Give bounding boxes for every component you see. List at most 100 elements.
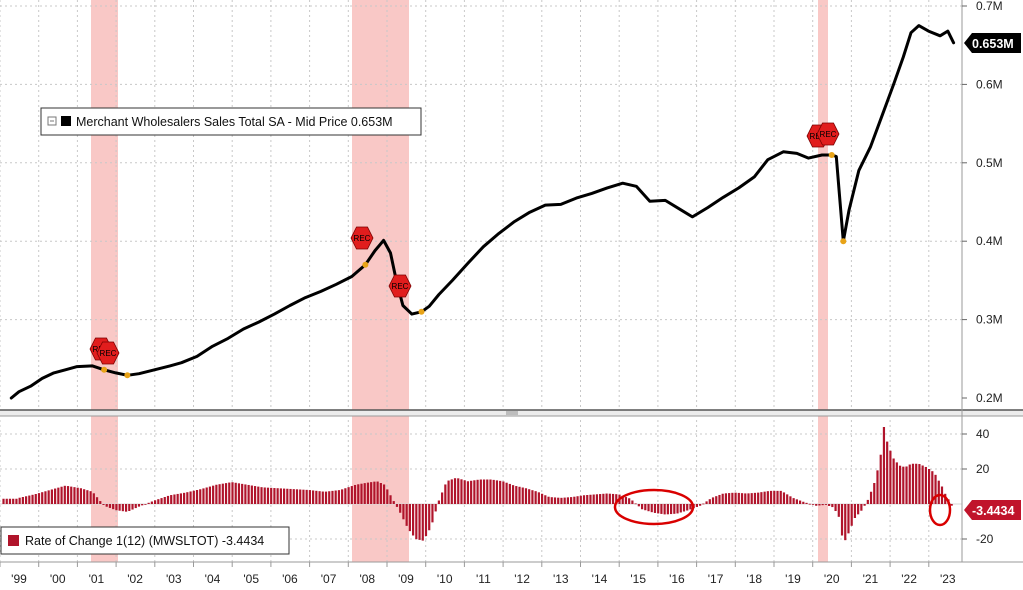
roc-bar (183, 492, 186, 504)
recession-band (818, 0, 828, 562)
roc-bar (263, 487, 266, 504)
recession-point (840, 238, 847, 245)
rec-marker: REC (350, 226, 374, 250)
roc-bar (257, 486, 260, 504)
roc-bar (927, 469, 931, 504)
roc-bar (644, 504, 647, 511)
roc-bar (898, 465, 902, 504)
x-tick-label: '99 (11, 572, 27, 586)
roc-bar (102, 504, 105, 505)
roc-bar (144, 504, 147, 505)
roc-bar (237, 483, 241, 504)
roc-bar (234, 482, 237, 504)
roc-bar (341, 489, 344, 504)
roc-bar (789, 496, 792, 504)
roc-bar (753, 492, 757, 504)
roc-bar (179, 493, 182, 504)
highlight-ellipse (928, 493, 952, 527)
roc-bars (2, 427, 953, 541)
roc-bar (186, 492, 189, 504)
roc-bar (115, 504, 118, 511)
roc-bar (608, 493, 611, 504)
roc-bar (634, 503, 637, 505)
roc-bar (205, 487, 208, 504)
roc-bar (37, 493, 41, 504)
value-flags: 0.653M -3.4434 (964, 33, 1021, 520)
roc-bar (902, 466, 905, 504)
legend-bottom[interactable]: Rate of Change 1(12) (MWSLTOT) -3.4434 (0, 526, 290, 555)
last-value-flag-top: 0.653M (964, 33, 1021, 53)
roc-bar (576, 496, 579, 504)
roc-bar (682, 504, 686, 512)
roc-bar (779, 490, 782, 504)
roc-bar (824, 504, 827, 505)
roc-bar (399, 504, 402, 513)
roc-bar (89, 491, 92, 504)
y-tick-label: 0.6M (976, 77, 1003, 91)
roc-bar (699, 504, 702, 506)
x-tick-label: '06 (282, 572, 298, 586)
roc-bar (863, 504, 866, 506)
roc-bar (728, 493, 731, 504)
legend-top[interactable]: Merchant Wholesalers Sales Total SA - Mi… (40, 107, 422, 136)
roc-bar (595, 494, 599, 504)
roc-bar (92, 493, 95, 504)
roc-bar (321, 491, 324, 504)
roc-bar (579, 495, 582, 504)
roc-bar (431, 504, 434, 523)
roc-bar (437, 500, 440, 504)
roc-bar (86, 490, 89, 504)
roc-bar (889, 450, 892, 504)
roc-bar (328, 491, 331, 504)
roc-bar (8, 498, 12, 504)
x-tick-label: '11 (476, 572, 491, 586)
roc-bar (444, 484, 447, 504)
roc-bar (482, 479, 486, 504)
roc-bar (847, 504, 850, 534)
roc-bar (373, 481, 376, 504)
roc-bar (424, 504, 428, 537)
roc-bar (918, 464, 921, 504)
roc-bar (453, 478, 457, 504)
roc-bar (911, 463, 915, 504)
roc-bar (408, 504, 411, 532)
x-tick-label: '16 (669, 572, 685, 586)
roc-bar (502, 481, 505, 504)
roc-bar (605, 493, 608, 504)
roc-bar (915, 463, 918, 504)
roc-bar (540, 493, 544, 504)
annotations (613, 488, 952, 527)
roc-bar (173, 494, 176, 504)
roc-bar (270, 487, 273, 504)
roc-bar (615, 494, 618, 504)
recession-point (124, 372, 131, 379)
roc-bar (834, 504, 837, 511)
roc-bar (141, 504, 144, 506)
roc-bar (428, 504, 431, 531)
roc-bar (873, 483, 876, 504)
roc-bar (689, 504, 692, 510)
y-tick-label: 40 (976, 427, 990, 441)
roc-bar (528, 489, 531, 504)
roc-bar (192, 490, 195, 504)
roc-bar (15, 498, 18, 504)
roc-bar (54, 488, 57, 504)
roc-bar (499, 480, 502, 504)
roc-bar (305, 489, 308, 504)
roc-bar (773, 490, 776, 504)
roc-bar (508, 483, 511, 504)
roc-bar (244, 484, 247, 504)
x-tick-label: '17 (708, 572, 724, 586)
roc-bar (489, 479, 492, 504)
roc-bar (760, 492, 763, 504)
roc-bar (663, 504, 666, 515)
svg-text:REC: REC (820, 130, 837, 139)
roc-bar (41, 492, 44, 504)
roc-bar (589, 494, 592, 504)
roc-bar (786, 494, 789, 504)
x-tick-label: '13 (553, 572, 569, 586)
roc-bar (189, 491, 192, 504)
panel-resize-handle[interactable] (506, 411, 518, 415)
